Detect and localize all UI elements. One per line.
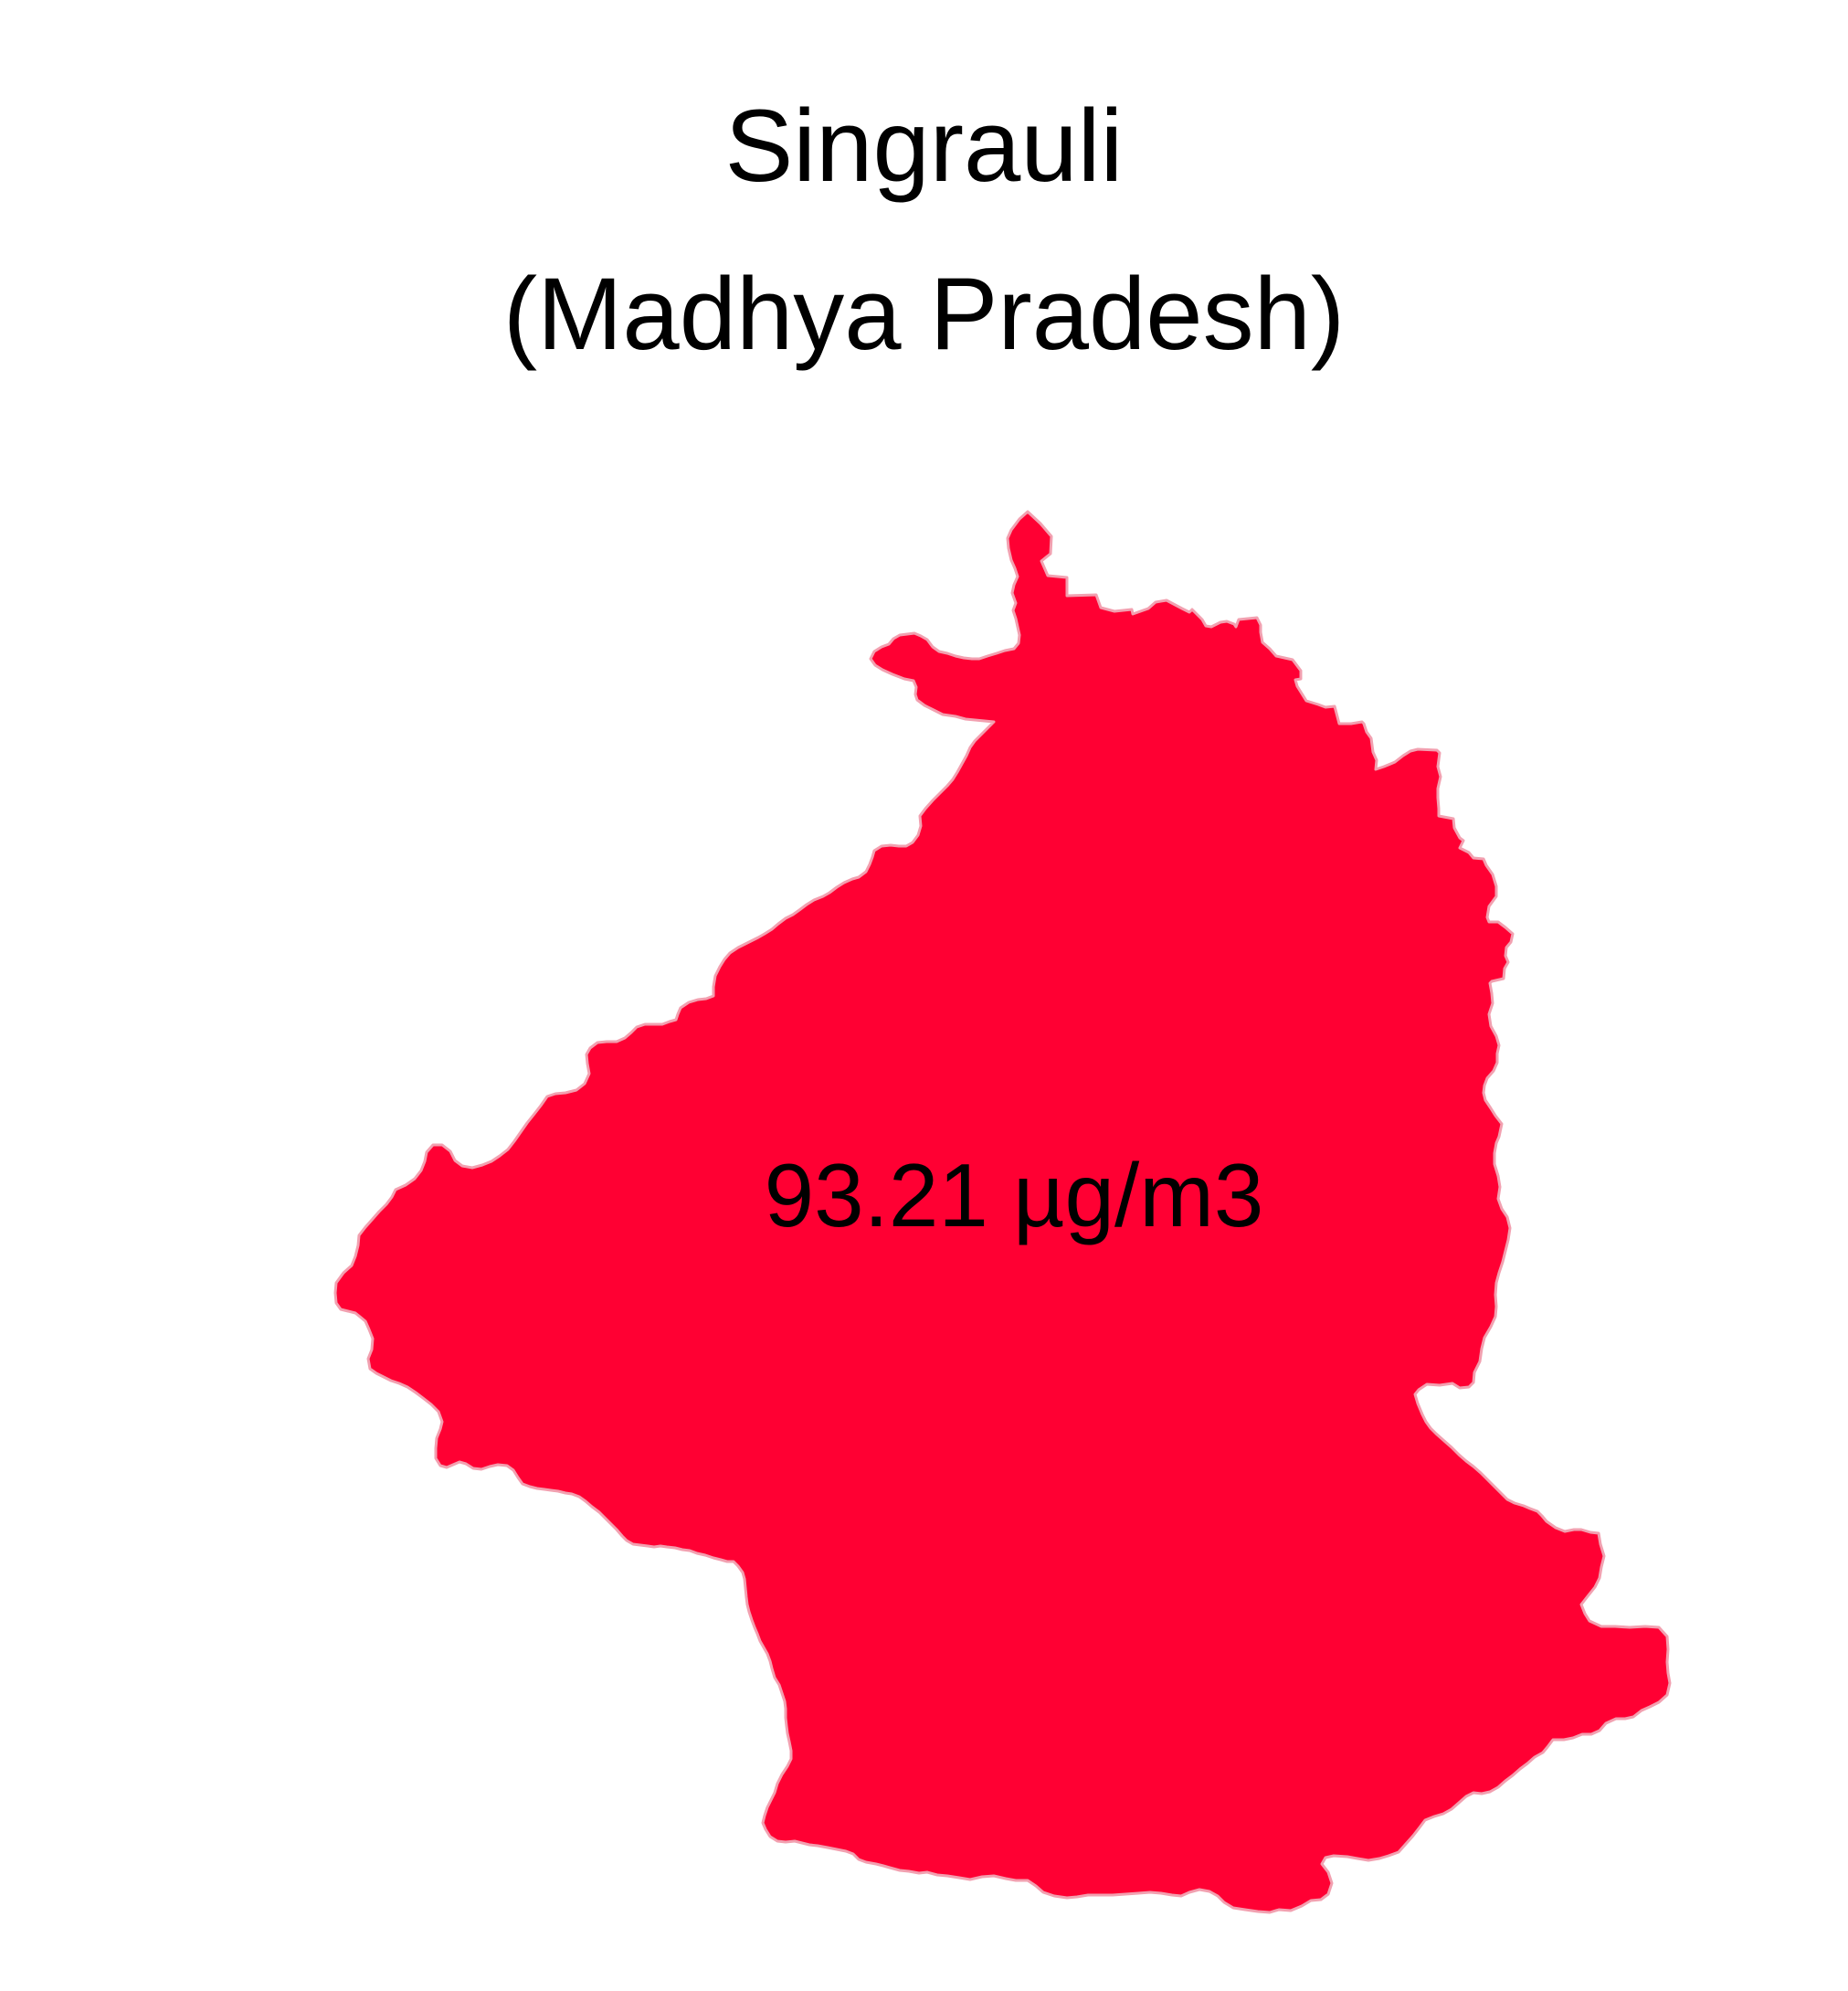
map-title: Singrauli (Madhya Pradesh) [0,62,1848,398]
district-shape-singrauli [333,510,1672,1914]
map-title-state: (Madhya Pradesh) [502,257,1346,371]
map-title-district: Singrauli [724,89,1124,203]
district-value-label: 93.21 µg/m3 [764,1145,1264,1245]
